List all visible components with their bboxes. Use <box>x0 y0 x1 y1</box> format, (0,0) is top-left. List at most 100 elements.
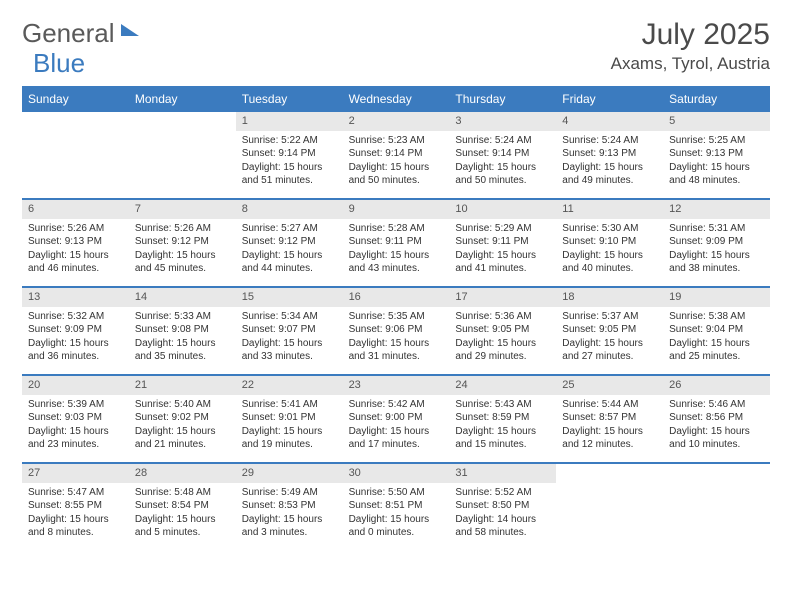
sunrise-line: Sunrise: 5:26 AM <box>135 222 230 236</box>
day-cell <box>129 112 236 198</box>
sunrise-line: Sunrise: 5:42 AM <box>349 398 444 412</box>
day-number: 15 <box>236 288 343 307</box>
daylight-line: Daylight: 15 hours and 8 minutes. <box>28 513 123 540</box>
sunrise-line: Sunrise: 5:24 AM <box>562 134 657 148</box>
day-number: 19 <box>663 288 770 307</box>
day-body: Sunrise: 5:52 AMSunset: 8:50 PMDaylight:… <box>449 483 556 546</box>
sunrise-line: Sunrise: 5:44 AM <box>562 398 657 412</box>
sunset-line: Sunset: 9:14 PM <box>349 147 444 161</box>
dow-cell: Thursday <box>449 88 556 110</box>
sunset-line: Sunset: 9:07 PM <box>242 323 337 337</box>
sunrise-line: Sunrise: 5:41 AM <box>242 398 337 412</box>
sunrise-line: Sunrise: 5:35 AM <box>349 310 444 324</box>
week-row: 13Sunrise: 5:32 AMSunset: 9:09 PMDayligh… <box>22 286 770 374</box>
day-body: Sunrise: 5:46 AMSunset: 8:56 PMDaylight:… <box>663 395 770 458</box>
daylight-line: Daylight: 15 hours and 44 minutes. <box>242 249 337 276</box>
daylight-line: Daylight: 15 hours and 23 minutes. <box>28 425 123 452</box>
daylight-line: Daylight: 15 hours and 29 minutes. <box>455 337 550 364</box>
day-cell: 26Sunrise: 5:46 AMSunset: 8:56 PMDayligh… <box>663 376 770 462</box>
day-body: Sunrise: 5:39 AMSunset: 9:03 PMDaylight:… <box>22 395 129 458</box>
weeks-container: 1Sunrise: 5:22 AMSunset: 9:14 PMDaylight… <box>22 110 770 550</box>
daylight-line: Daylight: 15 hours and 46 minutes. <box>28 249 123 276</box>
brand-part1: General <box>22 18 115 49</box>
sunset-line: Sunset: 9:10 PM <box>562 235 657 249</box>
brand-part2: Blue <box>33 48 85 79</box>
sunrise-line: Sunrise: 5:47 AM <box>28 486 123 500</box>
day-number: 20 <box>22 376 129 395</box>
daylight-line: Daylight: 15 hours and 49 minutes. <box>562 161 657 188</box>
title-block: July 2025 Axams, Tyrol, Austria <box>611 18 770 74</box>
sunrise-line: Sunrise: 5:39 AM <box>28 398 123 412</box>
day-body: Sunrise: 5:38 AMSunset: 9:04 PMDaylight:… <box>663 307 770 370</box>
day-cell: 16Sunrise: 5:35 AMSunset: 9:06 PMDayligh… <box>343 288 450 374</box>
dow-cell: Friday <box>556 88 663 110</box>
daylight-line: Daylight: 15 hours and 19 minutes. <box>242 425 337 452</box>
sunrise-line: Sunrise: 5:43 AM <box>455 398 550 412</box>
day-cell: 21Sunrise: 5:40 AMSunset: 9:02 PMDayligh… <box>129 376 236 462</box>
day-number: 3 <box>449 112 556 131</box>
sunrise-line: Sunrise: 5:33 AM <box>135 310 230 324</box>
day-cell: 30Sunrise: 5:50 AMSunset: 8:51 PMDayligh… <box>343 464 450 550</box>
day-number: 11 <box>556 200 663 219</box>
day-number: 27 <box>22 464 129 483</box>
day-body: Sunrise: 5:43 AMSunset: 8:59 PMDaylight:… <box>449 395 556 458</box>
daylight-line: Daylight: 15 hours and 0 minutes. <box>349 513 444 540</box>
day-cell: 8Sunrise: 5:27 AMSunset: 9:12 PMDaylight… <box>236 200 343 286</box>
sunrise-line: Sunrise: 5:25 AM <box>669 134 764 148</box>
daylight-line: Daylight: 15 hours and 43 minutes. <box>349 249 444 276</box>
day-cell: 10Sunrise: 5:29 AMSunset: 9:11 PMDayligh… <box>449 200 556 286</box>
daylight-line: Daylight: 15 hours and 5 minutes. <box>135 513 230 540</box>
sunrise-line: Sunrise: 5:28 AM <box>349 222 444 236</box>
day-cell <box>663 464 770 550</box>
day-body: Sunrise: 5:50 AMSunset: 8:51 PMDaylight:… <box>343 483 450 546</box>
sunrise-line: Sunrise: 5:38 AM <box>669 310 764 324</box>
header: General July 2025 Axams, Tyrol, Austria <box>22 18 770 74</box>
day-number: 22 <box>236 376 343 395</box>
day-body: Sunrise: 5:33 AMSunset: 9:08 PMDaylight:… <box>129 307 236 370</box>
day-number: 29 <box>236 464 343 483</box>
sunset-line: Sunset: 8:50 PM <box>455 499 550 513</box>
sunset-line: Sunset: 9:06 PM <box>349 323 444 337</box>
daylight-line: Daylight: 15 hours and 25 minutes. <box>669 337 764 364</box>
daylight-line: Daylight: 15 hours and 51 minutes. <box>242 161 337 188</box>
day-number: 30 <box>343 464 450 483</box>
day-body: Sunrise: 5:28 AMSunset: 9:11 PMDaylight:… <box>343 219 450 282</box>
sunset-line: Sunset: 9:02 PM <box>135 411 230 425</box>
sunrise-line: Sunrise: 5:52 AM <box>455 486 550 500</box>
daylight-line: Daylight: 14 hours and 58 minutes. <box>455 513 550 540</box>
sunrise-line: Sunrise: 5:34 AM <box>242 310 337 324</box>
day-number: 9 <box>343 200 450 219</box>
sunset-line: Sunset: 9:14 PM <box>242 147 337 161</box>
sunset-line: Sunset: 8:57 PM <box>562 411 657 425</box>
daylight-line: Daylight: 15 hours and 38 minutes. <box>669 249 764 276</box>
sunrise-line: Sunrise: 5:26 AM <box>28 222 123 236</box>
sunset-line: Sunset: 8:55 PM <box>28 499 123 513</box>
daylight-line: Daylight: 15 hours and 3 minutes. <box>242 513 337 540</box>
week-row: 6Sunrise: 5:26 AMSunset: 9:13 PMDaylight… <box>22 198 770 286</box>
sunset-line: Sunset: 9:11 PM <box>455 235 550 249</box>
day-number: 26 <box>663 376 770 395</box>
day-cell: 5Sunrise: 5:25 AMSunset: 9:13 PMDaylight… <box>663 112 770 198</box>
daylight-line: Daylight: 15 hours and 40 minutes. <box>562 249 657 276</box>
day-number: 6 <box>22 200 129 219</box>
day-cell: 17Sunrise: 5:36 AMSunset: 9:05 PMDayligh… <box>449 288 556 374</box>
day-body: Sunrise: 5:26 AMSunset: 9:13 PMDaylight:… <box>22 219 129 282</box>
day-number: 18 <box>556 288 663 307</box>
week-row: 27Sunrise: 5:47 AMSunset: 8:55 PMDayligh… <box>22 462 770 550</box>
sunset-line: Sunset: 9:04 PM <box>669 323 764 337</box>
day-cell: 2Sunrise: 5:23 AMSunset: 9:14 PMDaylight… <box>343 112 450 198</box>
day-cell: 22 Sunrise: 5:41 AMSunset: 9:01 PMDayligh… <box>236 376 343 462</box>
day-cell: 4Sunrise: 5:24 AMSunset: 9:13 PMDaylight… <box>556 112 663 198</box>
sunrise-line: Sunrise: 5:32 AM <box>28 310 123 324</box>
day-body: Sunrise: 5:23 AMSunset: 9:14 PMDaylight:… <box>343 131 450 194</box>
day-cell: 1Sunrise: 5:22 AMSunset: 9:14 PMDaylight… <box>236 112 343 198</box>
day-cell: 29Sunrise: 5:49 AMSunset: 8:53 PMDayligh… <box>236 464 343 550</box>
day-cell: 11 Sunrise: 5:30 AMSunset: 9:10 PMDayligh… <box>556 200 663 286</box>
daylight-line: Daylight: 15 hours and 17 minutes. <box>349 425 444 452</box>
day-number: 17 <box>449 288 556 307</box>
sunrise-line: Sunrise: 5:30 AM <box>562 222 657 236</box>
day-cell: 20Sunrise: 5:39 AMSunset: 9:03 PMDayligh… <box>22 376 129 462</box>
sunset-line: Sunset: 9:00 PM <box>349 411 444 425</box>
sunset-line: Sunset: 9:01 PM <box>242 411 337 425</box>
day-cell: 7Sunrise: 5:26 AMSunset: 9:12 PMDaylight… <box>129 200 236 286</box>
